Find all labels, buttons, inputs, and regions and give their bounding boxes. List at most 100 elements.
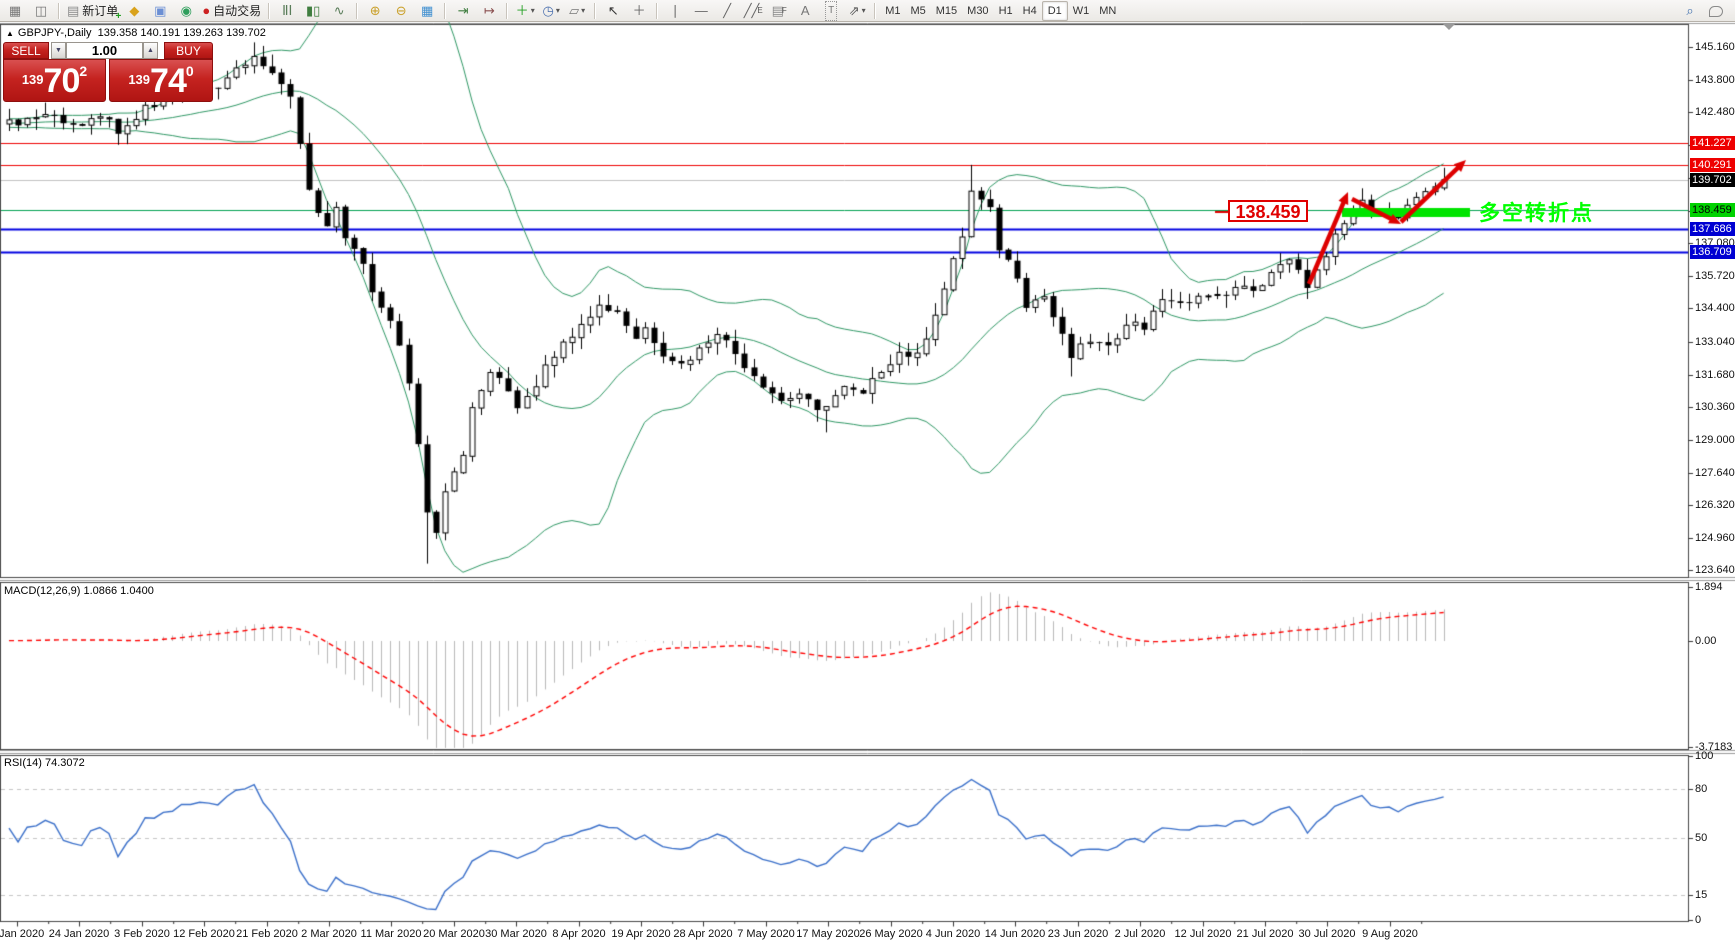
- sell-price-pips: 70: [43, 62, 81, 100]
- toolbar-separator: [506, 2, 509, 19]
- date-axis-label: 20 Mar 2020: [423, 928, 485, 940]
- new-order-icon[interactable]: ▤ + 新订单: [67, 2, 122, 22]
- date-axis-label: 26 May 2020: [859, 928, 923, 940]
- indicators-icon[interactable]: ＋ ▾: [515, 2, 535, 18]
- date-axis-label: 2 Mar 2020: [301, 928, 357, 940]
- price-axis-label: 124.960: [1695, 532, 1735, 544]
- autotrading-icon[interactable]: ● 自动交易: [202, 2, 262, 18]
- periods-icon[interactable]: ◷ ▾: [542, 2, 560, 18]
- history-center-icon[interactable]: ◆: [129, 2, 140, 18]
- tile-windows-icon[interactable]: ▦: [421, 2, 434, 18]
- price-axis-label: 129.000: [1695, 434, 1735, 446]
- chevron-down-icon[interactable]: [1443, 24, 1455, 30]
- line-chart-icon[interactable]: ∿: [333, 2, 345, 18]
- price-axis-label: 143.800: [1695, 74, 1735, 86]
- cursor-icon[interactable]: ↖: [607, 2, 619, 18]
- price-axis-label: 145.160: [1695, 41, 1735, 53]
- signals-icon[interactable]: ◉: [180, 2, 192, 18]
- toolbar-right-icons: ⌕: [1677, 0, 1729, 22]
- timeframe-m1[interactable]: M1: [885, 4, 901, 17]
- sell-price-button[interactable]: 139702: [3, 59, 106, 102]
- date-axis-label: 30 Jul 2020: [1298, 928, 1356, 940]
- vertical-line-icon[interactable]: ∣: [671, 2, 679, 18]
- price-level-badge: 137.686: [1690, 222, 1735, 236]
- price-level-badge: 140.291: [1690, 158, 1735, 172]
- toolbar-separator: [594, 2, 597, 19]
- text-label-icon[interactable]: T: [819, 0, 843, 21]
- date-axis-label: 3 Feb 2020: [114, 928, 170, 940]
- search-icon[interactable]: ⌕: [1686, 3, 1694, 18]
- crosshair-icon[interactable]: ＋: [632, 2, 646, 18]
- price-axis-label: 131.680: [1695, 369, 1735, 381]
- price-level-badge: 141.227: [1690, 136, 1735, 150]
- chart-shift-icon[interactable]: ↦: [483, 2, 495, 18]
- data-window-icon[interactable]: ◫: [34, 2, 48, 18]
- level-annotation-box: 138.459: [1228, 200, 1308, 222]
- volume-input[interactable]: [66, 42, 143, 59]
- timeframe-m5[interactable]: M5: [910, 4, 926, 17]
- date-axis-label: 7 May 2020: [737, 928, 795, 940]
- date-axis-label: 23 Jun 2020: [1047, 928, 1109, 940]
- sell-price-frac: 2: [79, 63, 88, 79]
- text-tool-icon[interactable]: A: [800, 2, 810, 18]
- date-axis-label: 12 Jul 2020: [1174, 928, 1232, 940]
- market-window-icon[interactable]: ▣: [154, 2, 167, 18]
- price-level-badge: 139.702: [1690, 173, 1735, 187]
- timeframe-w1[interactable]: W1: [1072, 4, 1090, 17]
- sell-button[interactable]: SELL: [3, 42, 49, 59]
- price-axis-label: 142.480: [1695, 106, 1735, 118]
- price-chart-canvas[interactable]: [0, 22, 1735, 946]
- market-watch-icon[interactable]: ▦: [8, 2, 22, 18]
- auto-scroll-icon[interactable]: ⇥: [457, 2, 469, 18]
- toolbar-separator: [444, 2, 447, 19]
- volume-decrease-button[interactable]: ▼: [51, 42, 66, 59]
- date-axis-label: 14 Jun 2020: [984, 928, 1046, 940]
- zoom-out-icon[interactable]: ⊖: [395, 2, 407, 18]
- volume-increase-button[interactable]: ▲: [143, 42, 158, 59]
- templates-icon[interactable]: ▱ ▾: [569, 2, 586, 18]
- buy-button[interactable]: BUY: [164, 42, 213, 59]
- one-click-collapse-icon[interactable]: ▲: [6, 29, 14, 38]
- timeframe-h1[interactable]: H1: [998, 4, 1013, 17]
- price-axis-label: 133.040: [1695, 336, 1735, 348]
- price-level-badge: 136.709: [1690, 245, 1735, 259]
- date-axis-label: 21 Feb 2020: [236, 928, 298, 940]
- zoom-in-icon[interactable]: ⊕: [369, 2, 381, 18]
- horizontal-line-icon[interactable]: ―: [694, 2, 708, 18]
- timeframe-mn[interactable]: MN: [1099, 4, 1117, 17]
- chat-icon[interactable]: [1704, 2, 1728, 20]
- date-axis-label: 2 Jul 2020: [1114, 928, 1166, 940]
- date-axis-label: 17 May 2020: [796, 928, 860, 940]
- price-axis-label: 123.640: [1695, 564, 1735, 576]
- timeframe-h4[interactable]: H4: [1022, 4, 1037, 17]
- timeframe-m15[interactable]: M15: [935, 4, 958, 17]
- arrows-tool-icon[interactable]: ⇗ ▾: [848, 2, 866, 18]
- rsi-axis-label: 100: [1695, 750, 1714, 762]
- price-axis-label: 127.640: [1695, 467, 1735, 479]
- timeframe-m30[interactable]: M30: [967, 4, 989, 17]
- date-axis-label: 21 Jul 2020: [1236, 928, 1294, 940]
- bar-chart-icon[interactable]: ⅡⅠ: [282, 2, 293, 18]
- price-axis-label: 135.720: [1695, 270, 1735, 282]
- date-axis-label: 19 Apr 2020: [611, 928, 671, 940]
- date-axis-label: 8 Apr 2020: [552, 928, 606, 940]
- equidistant-channel-icon[interactable]: ╱╱ E: [743, 2, 763, 18]
- date-axis-label: 12 Feb 2020: [173, 928, 235, 940]
- candlestick-chart-icon[interactable]: ▮▯: [306, 2, 321, 18]
- fibonacci-icon[interactable]: ▤ F: [771, 2, 787, 18]
- toolbar-separator: [58, 2, 60, 19]
- timeframe-d1[interactable]: D1: [1041, 0, 1068, 21]
- price-axis-label: 134.400: [1695, 302, 1735, 314]
- chart-title: ▲ GBPJPY-,Daily 139.358 140.191 139.263 1…: [6, 27, 266, 39]
- buy-price-button[interactable]: 139740: [109, 59, 213, 102]
- rsi-axis-label: 0: [1695, 914, 1702, 926]
- sell-price-handle: 139: [21, 72, 44, 87]
- buy-price-handle: 139: [128, 72, 151, 87]
- rsi-axis-label: 15: [1695, 889, 1708, 901]
- rsi-axis-label: 50: [1695, 832, 1708, 844]
- trendline-icon[interactable]: ╱: [723, 2, 732, 18]
- turning-point-note: 多空转折点: [1479, 202, 1594, 225]
- macd-axis-label: 0.00: [1695, 635, 1717, 647]
- macd-axis-label: -3.7183: [1695, 741, 1733, 753]
- symbol-period-label: GBPJPY-,Daily: [17, 27, 92, 39]
